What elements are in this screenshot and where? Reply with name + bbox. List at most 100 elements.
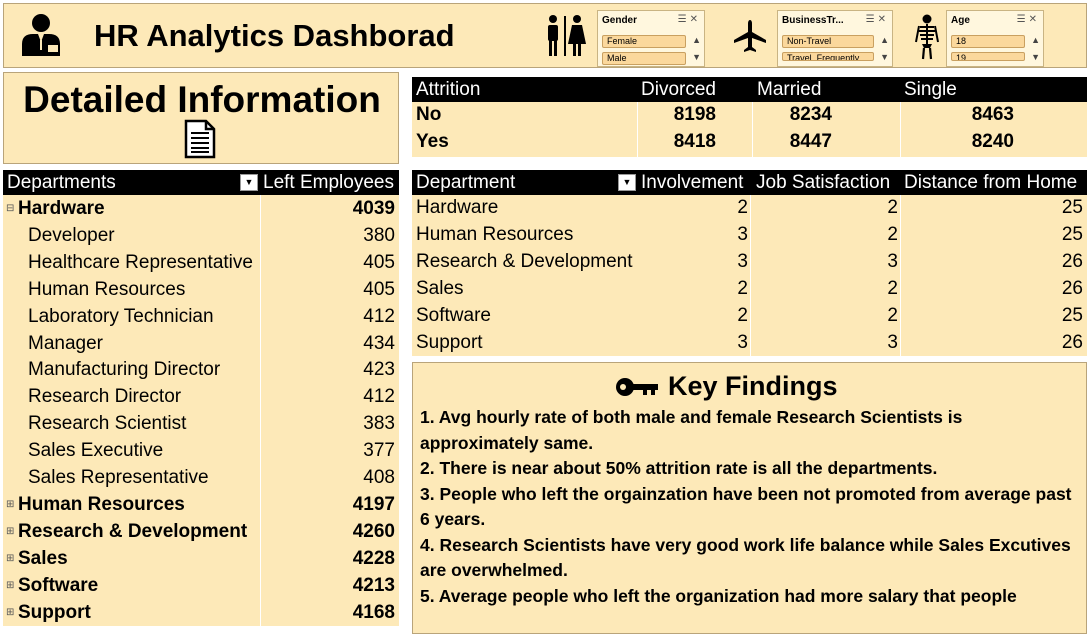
- job-role-row: Manager 434: [3, 332, 399, 359]
- slicer-scroll-up-icon[interactable]: ▲: [692, 35, 701, 45]
- row-value: 4213: [352, 574, 395, 596]
- department-group-row[interactable]: ⊞ Research & Development 4260: [3, 520, 399, 547]
- expand-toggle-icon[interactable]: ⊞: [6, 498, 15, 510]
- expand-toggle-icon[interactable]: ⊞: [6, 606, 15, 618]
- row-value: 380: [363, 224, 395, 246]
- collapse-toggle-icon[interactable]: ⊟: [6, 203, 15, 214]
- slicer-scroll-up-icon[interactable]: ▲: [880, 35, 889, 45]
- departments-filter-dropdown-icon[interactable]: ▼: [240, 174, 258, 191]
- row-value: 405: [363, 251, 395, 273]
- job-role-row: Manufacturing Director 423: [3, 358, 399, 385]
- row-label: Laboratory Technician: [28, 305, 214, 327]
- age-slicer[interactable]: Age ☰✕ 18 19 ▲ ▼: [946, 10, 1044, 67]
- slicer-scroll-down-icon[interactable]: ▼: [692, 52, 701, 62]
- job-role-row: Sales Representative 408: [3, 466, 399, 493]
- gender-slicer[interactable]: Gender ☰✕ Female Male ▲ ▼: [597, 10, 705, 67]
- column-divider: [637, 102, 638, 157]
- department-metrics-table: Department ▼ Involvement Job Satisfactio…: [412, 170, 1087, 356]
- row-label: Support: [18, 601, 91, 623]
- job-role-row: Healthcare Representative 405: [3, 251, 399, 278]
- row-value: 423: [363, 359, 395, 381]
- metrics-row-label: Research & Development: [416, 250, 633, 272]
- age-option-18[interactable]: 18: [951, 35, 1025, 48]
- department-filter-dropdown-icon[interactable]: ▼: [618, 174, 636, 191]
- row-value: 383: [363, 413, 395, 435]
- row-value: 4039: [352, 198, 395, 219]
- row-value: 412: [363, 305, 395, 327]
- metrics-cell: 2: [887, 304, 898, 326]
- age-option-19[interactable]: 19: [951, 52, 1025, 61]
- metrics-row-label: Software: [416, 304, 491, 326]
- row-value: 4168: [352, 601, 395, 623]
- row-label: Manufacturing Director: [28, 359, 221, 381]
- document-icon: [184, 119, 216, 163]
- skeleton-age-icon: [914, 14, 940, 64]
- airplane-icon: [732, 18, 768, 58]
- row-value: 434: [363, 332, 395, 354]
- gender-option-female[interactable]: Female: [602, 35, 686, 48]
- gender-option-male[interactable]: Male: [602, 52, 686, 65]
- slicer-multiselect-icon[interactable]: ☰✕: [865, 14, 889, 25]
- slicer-multiselect-icon[interactable]: ☰✕: [677, 14, 701, 25]
- department-group-row[interactable]: ⊞ Support 4168: [3, 601, 399, 628]
- column-header-department: Department: [416, 172, 516, 193]
- expand-toggle-icon[interactable]: ⊞: [6, 525, 15, 537]
- department-metrics-header: Department ▼ Involvement Job Satisfactio…: [412, 170, 1087, 195]
- department-group-row[interactable]: ⊟ Hardware 4039: [3, 197, 399, 224]
- slicer-multiselect-icon[interactable]: ☰✕: [1016, 14, 1040, 25]
- slicer-scroll-up-icon[interactable]: ▲: [1031, 35, 1040, 45]
- row-label: Healthcare Representative: [28, 251, 253, 273]
- metrics-row-label: Human Resources: [416, 223, 574, 245]
- key-finding-item: 2. There is near about 50% attrition rat…: [420, 458, 938, 478]
- metrics-cell: 2: [887, 223, 898, 245]
- metrics-cell: 26: [1061, 250, 1083, 272]
- key-finding-item: 1. Avg hourly rate of both male and fema…: [420, 407, 963, 453]
- row-value: 4197: [352, 493, 395, 515]
- column-header-departments: Departments: [7, 172, 116, 193]
- business-travel-slicer-title: BusinessTr...: [782, 15, 844, 26]
- expand-toggle-icon[interactable]: ⊞: [6, 579, 15, 591]
- metrics-cell: 2: [887, 197, 898, 218]
- key-finding-item: 3. People who left the orgainzation have…: [420, 483, 1072, 530]
- attrition-cell: 8418: [673, 131, 716, 152]
- dashboard-header: HR Analytics Dashborad Gender ☰✕ Female …: [3, 3, 1087, 68]
- departments-table-header: Departments ▼ Left Employees: [3, 170, 399, 195]
- gender-slicer-title: Gender: [602, 15, 638, 26]
- row-label: Manager: [28, 332, 103, 354]
- row-label: Research & Development: [18, 520, 248, 542]
- row-value: 405: [363, 278, 395, 300]
- row-label: Developer: [28, 224, 115, 246]
- slicer-scroll-down-icon[interactable]: ▼: [1031, 52, 1040, 62]
- travel-option-frequently[interactable]: Travel_Frequently: [782, 52, 874, 61]
- metrics-cell: 2: [737, 277, 748, 299]
- business-travel-slicer[interactable]: BusinessTr... ☰✕ Non-Travel Travel_Frequ…: [777, 10, 893, 67]
- attrition-table-header: Attrition Divorced Married Single: [412, 77, 1087, 102]
- department-group-row[interactable]: ⊞ Human Resources 4197: [3, 493, 399, 520]
- attrition-row-label: Yes: [416, 131, 449, 152]
- metrics-cell: 3: [887, 250, 898, 272]
- slicer-scroll-down-icon[interactable]: ▼: [880, 52, 889, 62]
- attrition-row-label: No: [416, 104, 442, 125]
- row-value: 412: [363, 386, 395, 408]
- employee-icon: [17, 12, 65, 62]
- job-role-row: Developer 380: [3, 224, 399, 251]
- job-role-row: Sales Executive 377: [3, 439, 399, 466]
- row-label: Sales Executive: [28, 440, 164, 462]
- travel-option-non-travel[interactable]: Non-Travel: [782, 35, 874, 48]
- department-group-row[interactable]: ⊞ Software 4213: [3, 574, 399, 601]
- attrition-table: Attrition Divorced Married Single No 8198…: [412, 77, 1087, 157]
- detailed-information-title: Detailed Information: [23, 79, 381, 120]
- row-label: Sales Representative: [28, 467, 209, 488]
- page-title: HR Analytics Dashborad: [94, 18, 455, 53]
- expand-toggle-icon[interactable]: ⊞: [6, 552, 15, 564]
- row-label: Hardware: [18, 198, 105, 219]
- metrics-cell: 3: [887, 331, 898, 353]
- department-group-row[interactable]: ⊞ Sales 4228: [3, 547, 399, 574]
- row-label: Human Resources: [18, 493, 185, 515]
- metrics-cell: 3: [737, 331, 748, 353]
- column-header-attrition: Attrition: [416, 79, 481, 100]
- metrics-cell: 2: [737, 304, 748, 326]
- key-icon: [615, 376, 659, 402]
- job-role-row: Laboratory Technician 412: [3, 305, 399, 332]
- gender-icon: [542, 14, 588, 62]
